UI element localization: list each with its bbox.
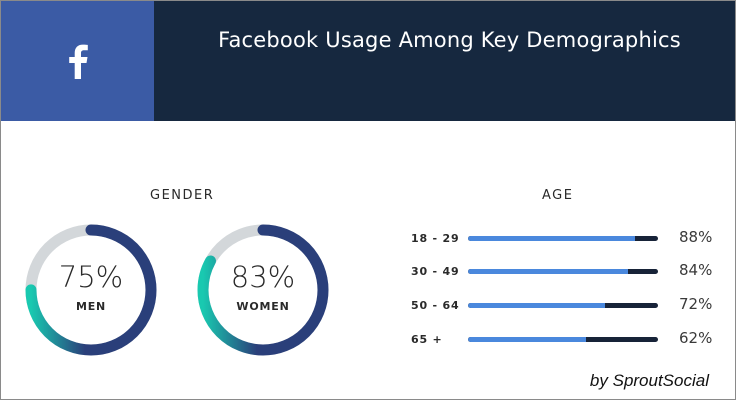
age-section-label: AGE xyxy=(542,188,574,203)
age-bar-track xyxy=(468,303,658,308)
age-bar-track xyxy=(468,337,658,342)
donut-ring xyxy=(197,224,329,356)
age-bar xyxy=(468,337,586,342)
age-bar xyxy=(468,269,628,274)
logo-panel xyxy=(1,1,154,121)
age-bar xyxy=(468,236,636,241)
donut-ring xyxy=(25,224,157,356)
donut-arc xyxy=(197,224,329,356)
age-category-label: 30 - 49 xyxy=(411,265,460,278)
gender-percent: 75% xyxy=(58,260,124,294)
age-row: 65 + 62% xyxy=(411,329,721,351)
age-value-label: 88% xyxy=(679,228,713,246)
source-credit: by SproutSocial xyxy=(589,371,709,390)
age-category-label: 65 + xyxy=(411,333,443,346)
age-value-label: 84% xyxy=(679,261,713,279)
gender-label: MEN xyxy=(75,300,107,313)
age-category-label: 50 - 64 xyxy=(411,299,460,312)
age-bar-track xyxy=(468,269,658,274)
age-category-label: 18 - 29 xyxy=(411,232,460,245)
age-bar xyxy=(468,303,605,308)
age-row: 30 - 49 84% xyxy=(411,261,721,283)
gender-section-label: GENDER xyxy=(150,188,215,203)
gender-donut-men: 75% MEN xyxy=(23,222,159,358)
page-title: Facebook Usage Among Key Demographics xyxy=(218,28,681,52)
donut-arc xyxy=(25,224,157,356)
age-row: 18 - 29 88% xyxy=(411,228,721,250)
gender-donut-women: 83% WOMEN xyxy=(195,222,331,358)
gender-label: WOMEN xyxy=(236,300,290,313)
age-value-label: 62% xyxy=(679,329,713,347)
age-row: 50 - 64 72% xyxy=(411,295,721,317)
age-bar-track xyxy=(468,236,658,241)
gender-percent: 83% xyxy=(230,260,296,294)
title-panel: Facebook Usage Among Key Demographics xyxy=(154,1,735,121)
header-banner: Facebook Usage Among Key Demographics xyxy=(1,1,735,121)
facebook-f-icon xyxy=(68,44,88,79)
age-value-label: 72% xyxy=(679,295,713,313)
